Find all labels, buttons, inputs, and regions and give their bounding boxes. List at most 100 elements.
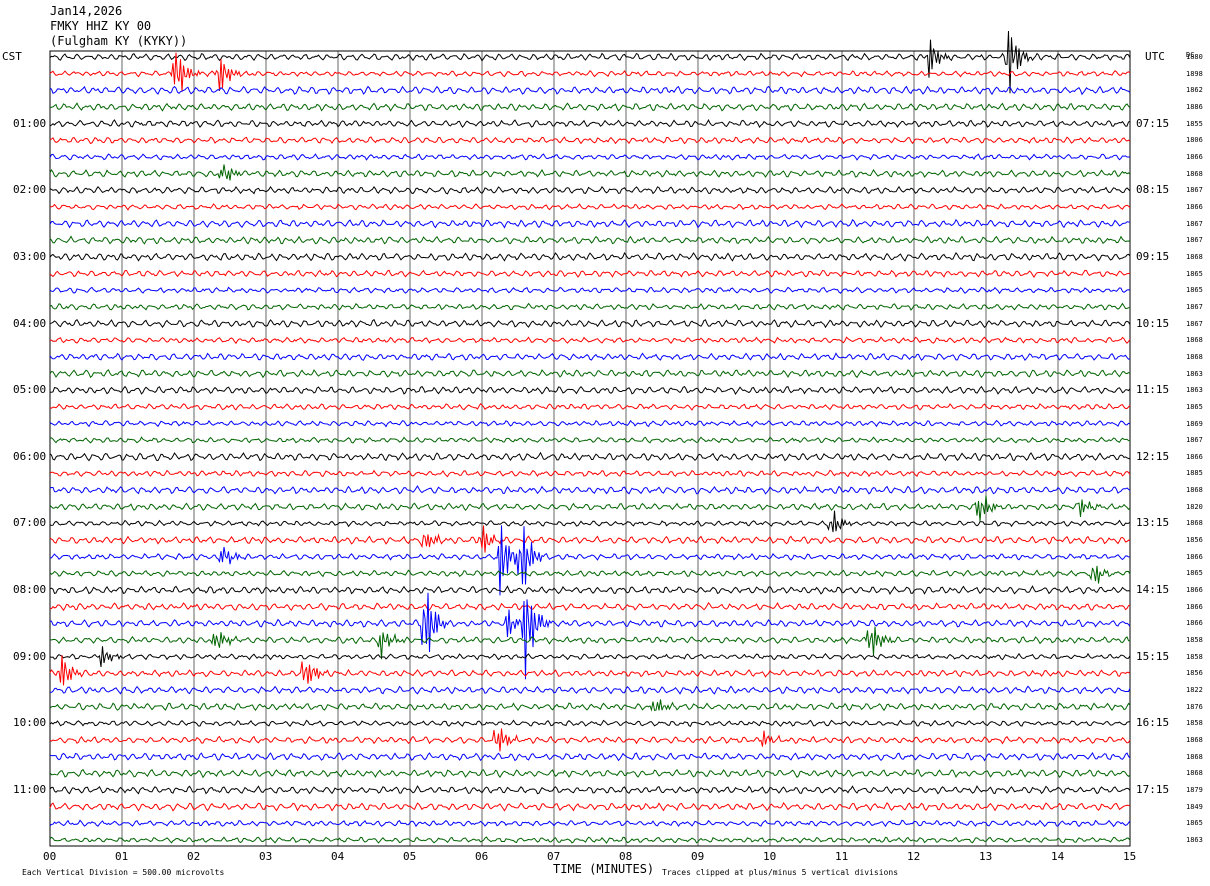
trace-line [49, 785, 1131, 795]
trace-line [49, 451, 1131, 462]
trace-line [49, 352, 1131, 361]
dc-offset-label: 1867 [1186, 319, 1203, 328]
dc-offset-label: 1866 [1186, 602, 1203, 611]
x-tick-label: 02 [187, 850, 201, 863]
x-tick-label: 13 [979, 850, 993, 863]
location-label: (Fulgham KY (KYKY)) [50, 34, 188, 48]
trace-line [49, 768, 1131, 779]
right-time-label: 11:15 [1136, 383, 1170, 397]
right-time-label: 14:15 [1136, 583, 1170, 597]
left-time-label: 03:00 [13, 249, 47, 263]
right-time-label: 12:15 [1136, 449, 1170, 463]
left-time-label: 04:00 [13, 316, 47, 330]
x-tick-label: 10 [763, 850, 777, 863]
dc-offset-label: 1886 [1186, 102, 1203, 111]
x-tick-label: 04 [331, 850, 345, 863]
dc-offset-label: 1863 [1186, 369, 1203, 378]
dc-offset-label: 1863 [1186, 386, 1203, 395]
dc-offset-label: 1865 [1186, 402, 1203, 411]
x-tick-label: 15 [1123, 850, 1137, 863]
dc-offset-label: 1885 [1186, 469, 1203, 478]
dc-offset-label: 1867 [1186, 186, 1203, 195]
trace-line [49, 203, 1131, 211]
trace-line [49, 52, 1131, 92]
dc-offset-label: 1868 [1186, 736, 1203, 745]
dc-offset-label: 1880 [1186, 53, 1203, 61]
dc-offset-label: 1866 [1186, 152, 1203, 161]
x-tick-label: 05 [403, 850, 417, 863]
trace-line [49, 655, 1131, 686]
trace-line [49, 385, 1131, 395]
dc-offset-label: 1863 [1186, 836, 1203, 844]
right-time-label: 07:15 [1136, 116, 1170, 130]
dc-offset-label: 1865 [1186, 286, 1203, 295]
right-time-label: 15:15 [1136, 649, 1170, 663]
dc-offset-label: 1865 [1186, 569, 1203, 578]
trace-line [49, 136, 1131, 145]
trace-line [49, 719, 1131, 727]
dc-offset-label: 1867 [1186, 302, 1203, 311]
left-time-label: 02:00 [13, 183, 47, 197]
trace-line [49, 318, 1131, 329]
dc-offset-label: 1868 [1186, 336, 1203, 345]
left-time-label: 11:00 [13, 783, 47, 797]
trace-line [49, 436, 1131, 444]
trace-line [49, 801, 1131, 812]
dc-offset-label: 1867 [1186, 236, 1203, 245]
dc-offset-label: 1868 [1186, 519, 1203, 528]
plot-date: Jan14,2026 [50, 4, 123, 18]
trace-line [49, 419, 1131, 428]
dc-offset-label: 1866 [1186, 202, 1203, 211]
x-tick-label: 14 [1051, 850, 1065, 863]
x-tick-label: 01 [115, 850, 129, 863]
right-time-label: 08:15 [1136, 183, 1170, 197]
trace-line [49, 269, 1131, 279]
trace-line [49, 102, 1131, 112]
dc-offset-label: 1865 [1186, 819, 1203, 828]
dc-offset-label: 1866 [1186, 552, 1203, 561]
left-time-label: 08:00 [13, 583, 47, 597]
right-time-label: 13:15 [1136, 516, 1170, 530]
x-tick-label: 09 [691, 850, 705, 863]
trace-line [49, 469, 1131, 478]
dc-offset-label: 1862 [1186, 86, 1203, 95]
trace-line [49, 369, 1131, 379]
trace-line [49, 646, 1131, 668]
trace-line [49, 218, 1131, 229]
trace-line [49, 286, 1131, 295]
trace-line [49, 485, 1131, 495]
trace-line [49, 525, 1131, 553]
trace-line [49, 699, 1131, 712]
left-time-label: 06:00 [13, 449, 47, 463]
timezone-left: CST [2, 50, 22, 63]
dc-offset-label: 1858 [1186, 652, 1203, 661]
trace-line [49, 585, 1131, 595]
dc-offset-label: 1868 [1186, 752, 1203, 761]
trace-line [49, 565, 1131, 584]
trace-line [49, 510, 1131, 533]
dc-offset-label: 1866 [1186, 452, 1203, 461]
dc-offset-label: 1806 [1186, 136, 1203, 145]
trace-line [49, 819, 1131, 828]
clip-note: Traces clipped at plus/minus 5 vertical … [662, 868, 899, 877]
x-tick-label: 03 [259, 850, 273, 863]
dc-offset-label: 1868 [1186, 486, 1203, 495]
x-tick-label: 06 [475, 850, 489, 863]
dc-offset-label: 1876 [1186, 702, 1203, 711]
plot-frame [49, 50, 1131, 847]
left-time-label: 07:00 [13, 516, 47, 530]
right-time-label: 16:15 [1136, 716, 1170, 730]
dc-offset-label: 1855 [1186, 119, 1203, 128]
x-tick-label: 08 [619, 850, 633, 863]
dc-offset-label: 1849 [1186, 802, 1203, 811]
trace-line [49, 185, 1131, 195]
dc-offset-label: 1866 [1186, 619, 1203, 628]
trace-line [49, 153, 1131, 161]
trace-line [49, 752, 1131, 762]
left-time-label: 10:00 [13, 716, 47, 730]
trace-line [49, 30, 1131, 94]
dc-offset-label: 1879 [1186, 786, 1203, 795]
trace-line [49, 495, 1131, 522]
x-tick-label: 11 [835, 850, 849, 863]
